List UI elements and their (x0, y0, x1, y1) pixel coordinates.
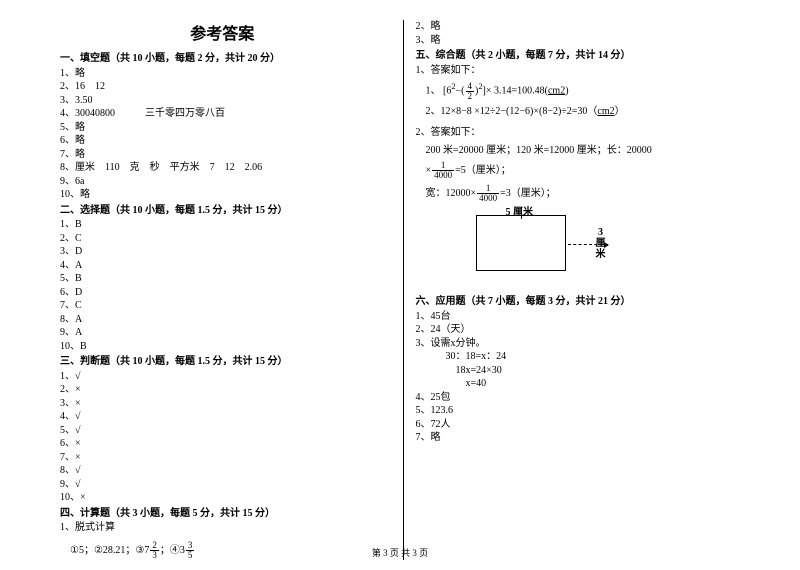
text: 3.14=100.48( (494, 85, 548, 96)
ans-item: 18x=24×30 (416, 364, 741, 378)
ans-item: 4、30040800 三千零四万零八百 (60, 107, 385, 121)
ans-item: x=40 (416, 377, 741, 391)
page-footer: 第 3 页 共 3 页 (0, 546, 800, 559)
ans-item: 7、× (60, 451, 385, 465)
ans-item: 5、略 (60, 121, 385, 135)
q2-line: 200 米=20000 厘米；120 米=12000 厘米；长：20000 (416, 144, 741, 158)
ans-item: 4、25包 (416, 391, 741, 405)
ans-item: 1、B (60, 218, 385, 232)
formula-2: 2、12×8−8 ×12÷2−(12−6)×(8−2)÷2=30（cm2） (416, 105, 741, 119)
ans-item: 6、D (60, 286, 385, 300)
ans-item: 8、厘米 110 克 秒 平方米 7 12 2.06 (60, 161, 385, 175)
ans-item: 10、× (60, 491, 385, 505)
formula-1: 1、 [62−(42)2]× 3.14=100.48(cm2) (416, 81, 741, 101)
text: −( (456, 85, 465, 96)
rectangle-diagram: 5 厘米 3 厘 米 (456, 209, 616, 289)
text: ]× (483, 85, 492, 96)
ans-item: 30：18=x：24 (416, 350, 741, 364)
ans-item: 2、C (60, 232, 385, 246)
section-3-head: 三、判断题（共 10 小题，每题 1.5 分，共计 15 分） (60, 355, 385, 369)
q2-line: ×14000=5（厘米）； (416, 161, 741, 180)
calc-label: 1、脱式计算 (60, 521, 385, 535)
text: ） (615, 106, 625, 117)
ans-item: 9、6a (60, 175, 385, 189)
ans-item: 3、D (60, 245, 385, 259)
section-1-head: 一、填空题（共 10 小题，每题 2 分，共计 20 分） (60, 52, 385, 66)
ans-item: 5、123.6 (416, 404, 741, 418)
section-6-body: 1、45台 2、24（天） 3、设需x分钟。 30：18=x：24 18x=24… (416, 310, 741, 445)
ans-item: 9、√ (60, 478, 385, 492)
fraction: 14000 (477, 184, 499, 203)
q1-label: 1、答案如下： (416, 64, 741, 78)
ans-item: 5、B (60, 272, 385, 286)
ans-item: 1、略 (60, 67, 385, 81)
q2-label: 2、答案如下： (416, 126, 741, 140)
ans-item: 2、× (60, 383, 385, 397)
ans-item: 3、略 (416, 34, 741, 48)
fraction: 42 (466, 82, 475, 101)
rect-shape (476, 215, 566, 271)
section-3-body: 1、√ 2、× 3、× 4、√ 5、√ 6、× 7、× 8、√ 9、√ 10、× (60, 370, 385, 505)
ans-item: 3、× (60, 397, 385, 411)
unit: cm2 (548, 85, 565, 96)
right-column: 2、略 3、略 五、综合题（共 2 小题，每题 7 分，共计 14 分） 1、答… (403, 20, 741, 560)
fraction: 14000 (432, 161, 454, 180)
ans-item: 3、设需x分钟。 (416, 337, 741, 351)
ans-item: 2、24（天） (416, 323, 741, 337)
text: 2、12×8−8 ×12÷2−(12−6)×(8−2)÷2=30（ (426, 106, 598, 117)
section-2-body: 1、B 2、C 3、D 4、A 5、B 6、D 7、C 8、A 9、A 10、B (60, 218, 385, 353)
ans-item: 7、略 (60, 148, 385, 162)
ans-item: 6、略 (60, 134, 385, 148)
section-5-head: 五、综合题（共 2 小题，每题 7 分，共计 14 分） (416, 49, 741, 63)
left-column: 参考答案 一、填空题（共 10 小题，每题 2 分，共计 20 分） 1、略 2… (60, 20, 393, 560)
section-6-head: 六、应用题（共 7 小题，每题 3 分，共计 21 分） (416, 295, 741, 309)
ans-item: 2、16 12 (60, 80, 385, 94)
dim-label-right: 3 厘 米 (596, 227, 606, 260)
section-4-head: 四、计算题（共 3 小题，每题 5 分，共计 15 分） (60, 507, 385, 521)
ans-item: 5、√ (60, 424, 385, 438)
section-2-head: 二、选择题（共 10 小题，每题 1.5 分，共计 15 分） (60, 204, 385, 218)
text: × (426, 165, 432, 176)
ans-item: 7、略 (416, 431, 741, 445)
ans-item: 1、45台 (416, 310, 741, 324)
ans-item: 8、A (60, 313, 385, 327)
unit: cm2 (597, 106, 614, 117)
ans-item: 1、√ (60, 370, 385, 384)
ans-item: 7、C (60, 299, 385, 313)
ans-item: 10、B (60, 340, 385, 354)
text: 1、 (426, 85, 441, 96)
ans-item: 10、略 (60, 188, 385, 202)
doc-title: 参考答案 (60, 20, 385, 44)
ans-item: 2、略 (416, 20, 741, 34)
ans-item: 3、3.50 (60, 94, 385, 108)
ans-item: 4、√ (60, 410, 385, 424)
ans-item: 6、× (60, 437, 385, 451)
text: 宽：12000× (426, 188, 477, 199)
ans-item: 6、72人 (416, 418, 741, 432)
text: ) (565, 85, 568, 96)
ans-item: 9、A (60, 326, 385, 340)
section-1-body: 1、略 2、16 12 3、3.50 4、30040800 三千零四万零八百 5… (60, 67, 385, 202)
text: =3（厘米）； (500, 188, 556, 199)
text: =5（厘米）； (455, 165, 511, 176)
ans-item: 8、√ (60, 464, 385, 478)
ans-item: 4、A (60, 259, 385, 273)
q2-line: 宽：12000×14000=3（厘米）； (416, 184, 741, 203)
